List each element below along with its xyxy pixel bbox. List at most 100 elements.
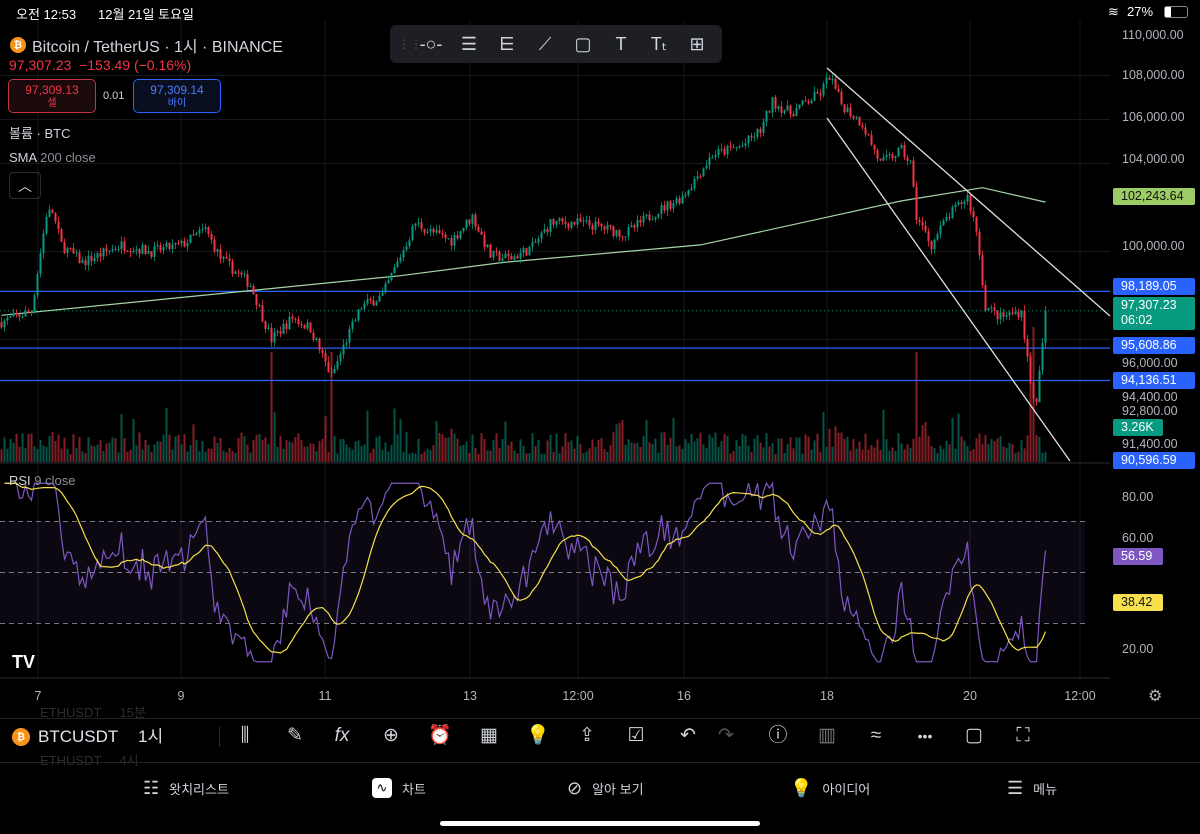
candle — [762, 121, 765, 133]
candle — [507, 253, 510, 256]
symbol-button[interactable]: BTCUSDT — [38, 727, 119, 746]
candle — [249, 285, 252, 287]
candle — [969, 194, 972, 212]
volume-bar — [687, 443, 690, 462]
volume-bar — [648, 442, 651, 462]
pitchfork-icon[interactable]: ⋿ — [499, 33, 515, 54]
indicators-fx-icon[interactable]: fx — [334, 725, 350, 746]
candle — [108, 250, 111, 252]
horizontal-ray-icon[interactable]: -○- — [419, 33, 443, 54]
chart-settings-gear-icon[interactable]: ⚙ — [1148, 688, 1163, 705]
trend-line-icon[interactable]: ⟋ — [538, 33, 552, 54]
redo-icon[interactable]: ↷ — [718, 725, 734, 746]
layout-grid-icon[interactable]: ▦ — [480, 725, 498, 746]
candle — [75, 252, 78, 254]
volume-bar — [489, 450, 492, 462]
candle — [351, 321, 354, 329]
volume-bar — [480, 433, 483, 462]
candle — [579, 218, 582, 222]
info-icon[interactable]: ⓘ — [768, 725, 788, 746]
more-icon[interactable]: ••• — [917, 728, 933, 744]
volume-bar — [726, 435, 729, 462]
volume-bar — [615, 424, 618, 462]
level-price-tag[interactable]: 94,136.51 — [1113, 372, 1195, 389]
price-note-icon[interactable]: Tₜ — [650, 33, 668, 54]
candle — [84, 260, 87, 266]
interval-button[interactable]: 1시 — [138, 727, 164, 746]
compare-lines-icon[interactable]: ≈ — [870, 725, 882, 746]
volume-bar — [48, 435, 51, 462]
candle — [954, 204, 957, 208]
chart-canvas[interactable]: TV — [0, 0, 1200, 710]
volume-bar — [444, 437, 447, 462]
candle — [807, 101, 810, 104]
candle — [342, 344, 345, 355]
volume-bar — [657, 452, 660, 462]
candle — [936, 234, 939, 240]
volume-legend[interactable]: 볼륨 · BTC — [9, 126, 71, 141]
parallel-channel-icon[interactable]: ☰ — [460, 33, 478, 54]
volume-bar — [42, 445, 45, 462]
trend-line-lower[interactable] — [826, 117, 1071, 462]
candle — [357, 309, 360, 321]
level-price-tag[interactable]: 90,596.59 — [1113, 452, 1195, 469]
trend-line-upper[interactable] — [826, 67, 1111, 317]
lightbulb-icon[interactable]: 💡 — [526, 725, 550, 746]
volume-bar — [153, 444, 156, 462]
alarm-icon[interactable]: ⏰ — [428, 725, 452, 746]
candle — [210, 233, 213, 240]
bar-chart-icon[interactable]: ▥ — [818, 725, 836, 746]
text-icon[interactable]: T — [615, 33, 627, 54]
candle — [891, 154, 894, 159]
candle — [270, 327, 273, 343]
drag-handle-icon[interactable]: ⋮⋮ — [398, 37, 422, 51]
rsi-legend[interactable]: RSI 9 close — [9, 473, 76, 488]
volume-bar — [168, 434, 171, 462]
candle-type-icon[interactable]: ⫼ — [240, 725, 250, 746]
undo-icon[interactable]: ↶ — [680, 725, 696, 746]
level-price-tag[interactable]: 95,608.86 — [1113, 337, 1195, 354]
rectangle-icon[interactable]: ▢ — [574, 33, 592, 54]
level-price-tag[interactable]: 98,189.05 — [1113, 278, 1195, 295]
volume-bar — [165, 407, 168, 462]
fullscreen-icon[interactable]: ⛶ — [1016, 725, 1030, 746]
volume-bar — [468, 453, 471, 462]
candle — [897, 148, 900, 157]
measure-icon[interactable]: ⊞ — [689, 33, 705, 54]
volume-bar — [195, 440, 198, 462]
volume-bar — [33, 445, 36, 462]
volume-bar — [879, 449, 882, 462]
add-circle-icon[interactable]: ⊕ — [383, 725, 399, 746]
symbol-legend[interactable]: ₿ Bitcoin / TetherUS · 1시 · BINANCE — [10, 33, 283, 57]
nav-watchlist[interactable]: ☷ 왓치리스트 — [143, 778, 229, 799]
candle — [540, 232, 543, 239]
candle — [30, 311, 33, 313]
window-square-icon[interactable]: ▢ — [965, 725, 983, 746]
volume-bar — [72, 434, 75, 462]
price-tick: 91,400.00 — [1122, 437, 1178, 451]
candle — [678, 198, 681, 204]
notes-icon[interactable]: ☑ — [627, 725, 645, 746]
candle — [267, 327, 270, 329]
volume-bar — [402, 451, 405, 462]
volume-bar — [549, 434, 552, 462]
candle — [858, 116, 861, 126]
collapse-legend-button[interactable]: ︿ — [9, 172, 41, 199]
draw-pen-icon[interactable]: ✎ — [287, 725, 303, 746]
share-icon[interactable]: ⇪ — [579, 725, 595, 746]
sell-button[interactable]: 97,309.13 셀 — [8, 79, 96, 113]
volume-bar — [222, 450, 225, 462]
buy-button[interactable]: 97,309.14 바이 — [133, 79, 221, 113]
sma-legend[interactable]: SMA 200 close — [9, 150, 96, 165]
nav-chart[interactable]: ∿ 차트 — [372, 778, 426, 798]
time-tick: 7 — [34, 689, 42, 703]
horizontal-levels[interactable] — [0, 290, 1110, 382]
nav-ideas[interactable]: 💡 아이디어 — [790, 778, 870, 799]
candle — [849, 107, 852, 117]
rsi-tick: 60.00 — [1122, 531, 1154, 545]
candle — [888, 154, 891, 156]
nav-explore[interactable]: ⊘ 알아 보기 — [567, 778, 644, 799]
candle — [96, 253, 99, 259]
nav-menu[interactable]: ☰ 메뉴 — [1007, 778, 1057, 799]
home-indicator[interactable] — [440, 821, 760, 826]
